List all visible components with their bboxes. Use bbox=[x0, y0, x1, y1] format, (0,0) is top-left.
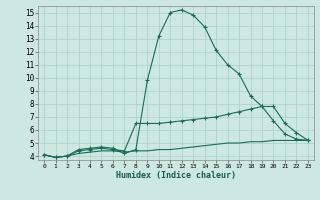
X-axis label: Humidex (Indice chaleur): Humidex (Indice chaleur) bbox=[116, 171, 236, 180]
